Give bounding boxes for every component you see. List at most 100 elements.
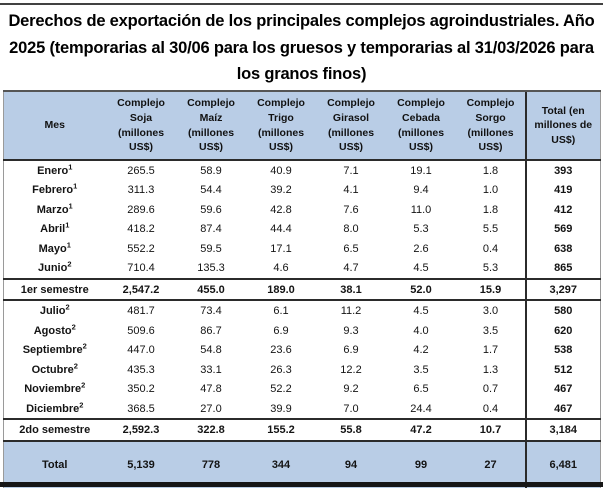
value-cell: 40.9	[246, 159, 316, 181]
value-cell: 55.8	[316, 418, 386, 442]
value-cell: 7.0	[316, 398, 386, 420]
value-cell: 3.5	[456, 320, 526, 341]
export-duties-table: Mes Complejo Soja (millones US$) Complejo …	[2, 90, 601, 488]
value-cell: 418.2	[106, 219, 176, 239]
value-cell: 4.5	[386, 300, 456, 321]
table-row-julio: Julio2 481.7 73.4 6.1 11.2 4.5 3.0 580	[3, 300, 600, 321]
value-cell: 6.1	[246, 300, 316, 321]
column-header: Mes	[3, 90, 106, 161]
value-cell: 419	[525, 180, 600, 200]
value-cell: 6.9	[246, 320, 316, 341]
value-cell: 26.3	[246, 359, 316, 380]
value-cell: 15.9	[456, 277, 526, 302]
value-cell: 19.1	[386, 159, 456, 181]
row-label: Total	[3, 440, 106, 488]
page-title: Derechos de exportación de los principal…	[8, 12, 595, 84]
value-cell: 47.8	[176, 379, 246, 399]
value-cell: 10.7	[456, 418, 526, 442]
column-header: Complejo Soja (millones US$)	[106, 90, 176, 161]
value-cell: 27	[456, 440, 526, 488]
row-label: Noviembre2	[3, 379, 106, 399]
column-header: Complejo Cebada (millones US$)	[386, 90, 456, 161]
row-label: Marzo1	[3, 199, 106, 220]
value-cell: 2,592.3	[106, 418, 176, 442]
column-header: Complejo Trigo (millones US$)	[246, 90, 316, 161]
value-cell: 481.7	[106, 300, 176, 321]
table-row-septiembre: Septiembre2 447.0 54.8 23.6 6.9 4.2 1.7 538	[3, 340, 600, 360]
value-cell: 86.7	[176, 320, 246, 341]
column-header: Complejo Maíz (millones US$)	[176, 90, 246, 161]
value-cell: 12.2	[316, 359, 386, 380]
value-cell: 6,481	[525, 440, 600, 488]
value-cell: 5,139	[106, 440, 176, 488]
value-cell: 580	[525, 300, 600, 321]
value-cell: 1.3	[456, 359, 526, 380]
value-cell: 322.8	[176, 418, 246, 442]
value-cell: 73.4	[176, 300, 246, 321]
value-cell: 94	[316, 440, 386, 488]
value-cell: 11.0	[386, 199, 456, 220]
value-cell: 710.4	[106, 258, 176, 279]
value-cell: 0.7	[456, 379, 526, 399]
table-row-marzo: Marzo1 289.6 59.6 42.8 7.6 11.0 1.8 412	[3, 199, 600, 220]
value-cell: 344	[246, 440, 316, 488]
row-label: Septiembre2	[3, 340, 106, 360]
row-label: Febrero1	[3, 180, 106, 200]
value-cell: 27.0	[176, 398, 246, 420]
value-cell: 552.2	[106, 238, 176, 259]
value-cell: 59.5	[176, 238, 246, 259]
row-label: Octubre2	[3, 359, 106, 380]
value-cell: 4.6	[246, 258, 316, 279]
table-row-2do-semestre: 2do semestre 2,592.3 322.8 155.2 55.8 47.2 10.…	[3, 418, 600, 442]
value-cell: 38.1	[316, 277, 386, 302]
value-cell: 620	[525, 320, 600, 341]
value-cell: 6.5	[386, 379, 456, 399]
row-label: Agosto2	[3, 320, 106, 341]
table-row-octubre: Octubre2 435.3 33.1 26.3 12.2 3.5 1.3 512	[3, 359, 600, 380]
value-cell: 412	[525, 199, 600, 220]
value-cell: 87.4	[176, 219, 246, 239]
value-cell: 368.5	[106, 398, 176, 420]
table-row-diciembre: Diciembre2 368.5 27.0 39.9 7.0 24.4 0.4 467	[3, 398, 600, 420]
value-cell: 5.5	[456, 219, 526, 239]
top-rule	[0, 3, 603, 5]
row-label: Junio2	[3, 258, 106, 279]
value-cell: 59.6	[176, 199, 246, 220]
value-cell: 6.5	[316, 238, 386, 259]
table-row-noviembre: Noviembre2 350.2 47.8 52.2 9.2 6.5 0.7 467	[3, 379, 600, 399]
value-cell: 7.6	[316, 199, 386, 220]
value-cell: 1.8	[456, 199, 526, 220]
value-cell: 54.4	[176, 180, 246, 200]
value-cell: 135.3	[176, 258, 246, 279]
value-cell: 289.6	[106, 199, 176, 220]
value-cell: 58.9	[176, 159, 246, 181]
value-cell: 3.0	[456, 300, 526, 321]
value-cell: 4.1	[316, 180, 386, 200]
column-header: Total (en millones de US$)	[525, 90, 600, 161]
table-row-agosto: Agosto2 509.6 86.7 6.9 9.3 4.0 3.5 620	[3, 320, 600, 341]
table-row-febrero: Febrero1 311.3 54.4 39.2 4.1 9.4 1.0 419	[3, 180, 600, 200]
value-cell: 3,184	[525, 418, 600, 442]
value-cell: 47.2	[386, 418, 456, 442]
value-cell: 538	[525, 340, 600, 360]
value-cell: 33.1	[176, 359, 246, 380]
row-label: Julio2	[3, 300, 106, 321]
row-label: Mayo1	[3, 238, 106, 259]
value-cell: 39.2	[246, 180, 316, 200]
value-cell: 44.4	[246, 219, 316, 239]
table-row-enero: Enero1 265.5 58.9 40.9 7.1 19.1 1.8 393	[3, 159, 600, 181]
value-cell: 512	[525, 359, 600, 380]
value-cell: 9.4	[386, 180, 456, 200]
value-cell: 42.8	[246, 199, 316, 220]
value-cell: 350.2	[106, 379, 176, 399]
value-cell: 2.6	[386, 238, 456, 259]
row-label: Abril1	[3, 219, 106, 239]
value-cell: 393	[525, 159, 600, 181]
value-cell: 2,547.2	[106, 277, 176, 302]
value-cell: 52.0	[386, 277, 456, 302]
table-row-1er-semestre: 1er semestre 2,547.2 455.0 189.0 38.1 52.0 15.…	[3, 277, 600, 302]
value-cell: 0.4	[456, 398, 526, 420]
table-row-total: Total 5,139 778 344 94 99 27 6,481	[3, 440, 600, 488]
value-cell: 1.7	[456, 340, 526, 360]
